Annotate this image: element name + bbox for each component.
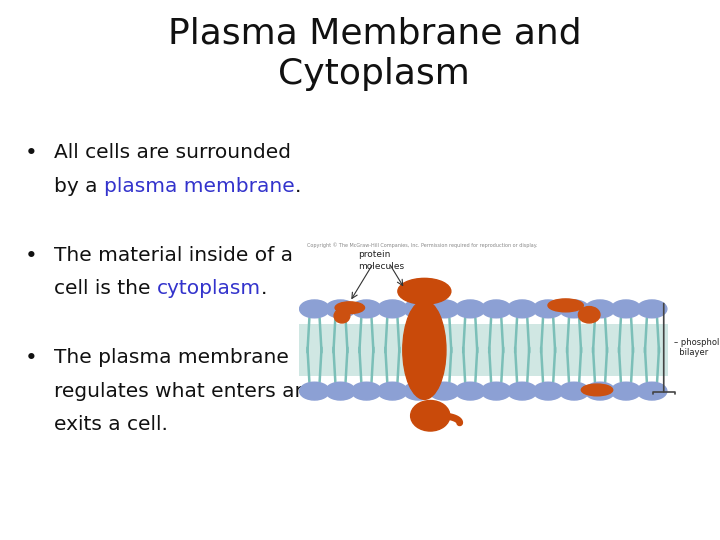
Circle shape [455, 300, 485, 318]
Ellipse shape [402, 301, 446, 400]
Circle shape [611, 382, 641, 400]
Circle shape [559, 382, 589, 400]
Circle shape [403, 382, 433, 400]
Circle shape [455, 382, 485, 400]
Circle shape [508, 300, 537, 318]
Circle shape [637, 382, 667, 400]
Text: The plasma membrane: The plasma membrane [54, 348, 289, 367]
Text: .: . [261, 279, 267, 298]
Text: Plasma Membrane and: Plasma Membrane and [168, 16, 581, 50]
Circle shape [637, 300, 667, 318]
FancyBboxPatch shape [299, 324, 667, 376]
Circle shape [481, 382, 511, 400]
Ellipse shape [410, 401, 450, 431]
Circle shape [611, 300, 641, 318]
Circle shape [534, 382, 563, 400]
Text: .: . [294, 177, 301, 195]
Circle shape [429, 382, 459, 400]
Circle shape [351, 300, 382, 318]
Text: •: • [25, 246, 38, 266]
Text: molecules: molecules [358, 262, 404, 271]
Circle shape [377, 382, 408, 400]
Ellipse shape [334, 309, 350, 323]
Circle shape [325, 300, 356, 318]
Ellipse shape [398, 278, 451, 304]
Circle shape [300, 382, 330, 400]
Circle shape [508, 382, 537, 400]
Circle shape [585, 300, 615, 318]
Circle shape [351, 382, 382, 400]
Text: cytoplasm: cytoplasm [157, 279, 261, 298]
Text: cell is the: cell is the [54, 279, 157, 298]
Circle shape [559, 300, 589, 318]
Text: Cytoplasm: Cytoplasm [279, 57, 470, 91]
Text: regulates what enters and: regulates what enters and [54, 382, 320, 401]
Text: All cells are surrounded: All cells are surrounded [54, 143, 291, 162]
Circle shape [429, 300, 459, 318]
Circle shape [403, 300, 433, 318]
Text: •: • [25, 143, 38, 163]
Text: protein: protein [358, 250, 390, 259]
Ellipse shape [581, 384, 613, 396]
Text: exits a cell.: exits a cell. [54, 415, 168, 434]
Text: Copyright © The McGraw-Hill Companies, Inc. Permission required for reproduction: Copyright © The McGraw-Hill Companies, I… [307, 242, 537, 247]
Circle shape [481, 300, 511, 318]
Text: The material inside of a: The material inside of a [54, 246, 293, 265]
Ellipse shape [335, 302, 364, 314]
Circle shape [325, 382, 356, 400]
Text: •: • [25, 348, 38, 368]
Text: plasma membrane: plasma membrane [104, 177, 294, 195]
Text: – phospholipid
  bilayer: – phospholipid bilayer [673, 338, 720, 357]
Circle shape [585, 382, 615, 400]
Circle shape [377, 300, 408, 318]
Ellipse shape [548, 299, 583, 312]
Circle shape [534, 300, 563, 318]
Text: by a: by a [54, 177, 104, 195]
Circle shape [300, 300, 330, 318]
Ellipse shape [578, 307, 600, 323]
